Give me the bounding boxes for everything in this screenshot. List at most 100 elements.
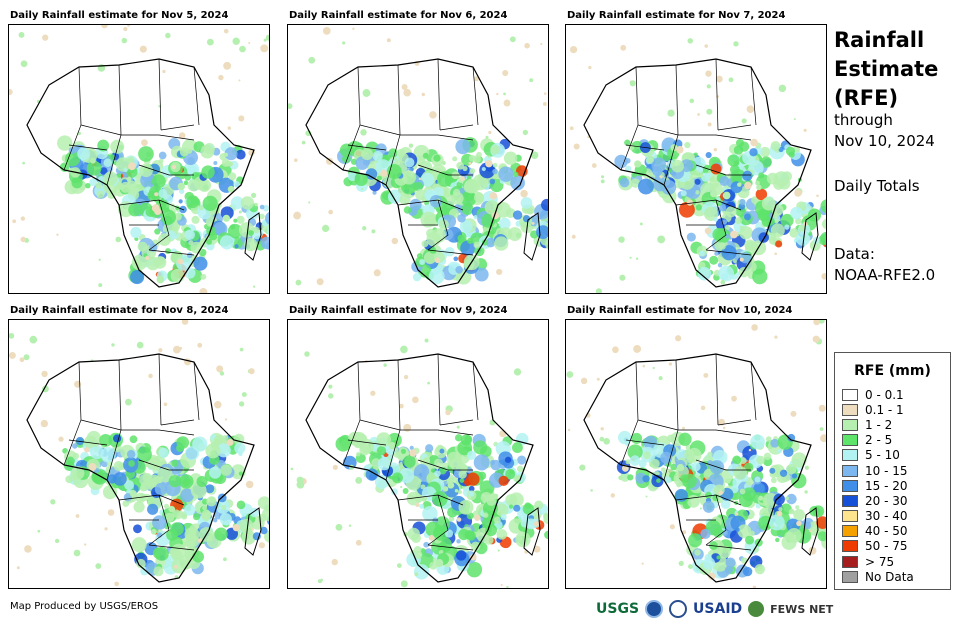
rainfall-map xyxy=(8,319,270,589)
fews-net-logo: FEWS NET xyxy=(770,602,834,616)
panel-title: Daily Rainfall estimate for Nov 10, 2024 xyxy=(567,305,793,316)
map-panel-nov-6: Daily Rainfall estimate for Nov 6, 2024 xyxy=(287,10,549,300)
legend-swatch xyxy=(842,510,858,523)
title-line: Estimate xyxy=(834,57,939,81)
legend-item: 0 - 0.1 xyxy=(842,387,950,402)
legend-swatch xyxy=(842,555,858,568)
panel-title: Daily Rainfall estimate for Nov 5, 2024 xyxy=(10,10,229,21)
legend-label: 30 - 40 xyxy=(865,509,908,524)
country-borders xyxy=(63,58,200,256)
data-label: Data: xyxy=(834,245,875,263)
country-borders xyxy=(620,58,757,256)
madagascar-outline xyxy=(244,507,262,556)
madagascar-outline xyxy=(801,507,819,556)
legend-label: 5 - 10 xyxy=(865,448,900,463)
madagascar-outline xyxy=(523,212,541,261)
africa-coastline xyxy=(305,58,534,288)
noaa-logo-icon xyxy=(645,600,664,618)
legend-swatch xyxy=(842,388,858,401)
through-date: Nov 10, 2024 xyxy=(834,132,935,150)
madagascar-outline xyxy=(244,212,262,261)
africa-coastline xyxy=(583,353,812,583)
legend-swatch xyxy=(842,540,858,553)
title-line: Rainfall xyxy=(834,28,925,52)
legend-label: 2 - 5 xyxy=(865,433,893,448)
africa-map-svg xyxy=(566,320,826,588)
main-title: Rainfall Estimate (RFE) xyxy=(834,26,964,113)
legend-item: 5 - 10 xyxy=(842,448,950,463)
rainfall-map xyxy=(287,24,549,294)
legend-swatch xyxy=(842,403,858,416)
data-source: NOAA-RFE2.0 xyxy=(834,266,936,284)
rainfall-patches xyxy=(9,320,269,587)
rainfall-patches xyxy=(288,27,548,286)
legend-label: > 75 xyxy=(865,554,895,569)
legend-label: No Data xyxy=(865,569,914,584)
legend-item: 2 - 5 xyxy=(842,433,950,448)
usgs-logo: USGS xyxy=(596,601,640,617)
legend-title: RFE (mm) xyxy=(854,363,931,379)
legend-label: 20 - 30 xyxy=(865,493,908,508)
panel-title: Daily Rainfall estimate for Nov 6, 2024 xyxy=(289,10,508,21)
africa-coastline xyxy=(583,58,812,288)
usaid-logo: USAID xyxy=(693,601,743,617)
africa-coastline xyxy=(305,353,534,583)
legend-swatch xyxy=(842,418,858,431)
legend-label: 50 - 75 xyxy=(865,539,908,554)
panel-title: Daily Rainfall estimate for Nov 9, 2024 xyxy=(289,305,508,316)
africa-coastline xyxy=(26,58,255,288)
dhs-seal-icon xyxy=(669,600,688,618)
legend-label: 1 - 2 xyxy=(865,417,893,432)
legend-item: 15 - 20 xyxy=(842,478,950,493)
map-panel-nov-10: Daily Rainfall estimate for Nov 10, 2024 xyxy=(565,305,827,595)
rainfall-patches xyxy=(9,25,269,293)
legend-swatch xyxy=(842,494,858,507)
rainfall-map xyxy=(565,319,827,589)
legend-swatch xyxy=(842,570,858,583)
rainfall-map xyxy=(565,24,827,294)
country-borders xyxy=(620,353,757,551)
legend-item: 1 - 2 xyxy=(842,417,950,432)
rainfall-patches xyxy=(566,320,826,588)
legend-label: 0.1 - 1 xyxy=(865,402,904,417)
rainfall-patches xyxy=(290,338,548,588)
fews-globe-icon xyxy=(748,601,765,617)
legend-item: 30 - 40 xyxy=(842,509,950,524)
map-credit: Map Produced by USGS/EROS xyxy=(10,601,159,612)
legend-swatch xyxy=(842,434,858,447)
title-line: (RFE) xyxy=(834,86,899,110)
country-borders xyxy=(342,353,479,551)
legend-swatch xyxy=(842,449,858,462)
through-label: through xyxy=(834,111,893,129)
africa-map-svg xyxy=(290,338,548,588)
country-borders xyxy=(342,58,479,256)
daily-totals-label: Daily Totals xyxy=(834,177,920,195)
legend-swatch xyxy=(842,525,858,538)
legend-item: > 75 xyxy=(842,554,950,569)
map-panel-nov-8: Daily Rainfall estimate for Nov 8, 2024 xyxy=(8,305,270,595)
legend-label: 15 - 20 xyxy=(865,478,908,493)
madagascar-outline xyxy=(801,212,819,261)
map-panel-nov-9: Daily Rainfall estimate for Nov 9, 2024 xyxy=(287,305,549,595)
legend-swatch xyxy=(842,479,858,492)
map-panel-nov-7: Daily Rainfall estimate for Nov 7, 2024 xyxy=(565,10,827,300)
africa-map-svg xyxy=(288,27,548,288)
africa-coastline xyxy=(26,353,255,583)
agency-logos: USGS USAID FEWS NET xyxy=(596,597,833,621)
map-panel-nov-5: Daily Rainfall estimate for Nov 5, 2024 xyxy=(8,10,270,300)
legend-label: 10 - 15 xyxy=(865,463,908,478)
legend-label: 0 - 0.1 xyxy=(865,387,904,402)
legend-item: 40 - 50 xyxy=(842,524,950,539)
rainfall-map xyxy=(8,24,270,294)
panel-title: Daily Rainfall estimate for Nov 8, 2024 xyxy=(10,305,229,316)
africa-map-svg xyxy=(569,38,826,293)
rainfall-map xyxy=(287,319,549,589)
africa-map-svg xyxy=(9,320,269,587)
legend-label: 40 - 50 xyxy=(865,524,908,539)
legend-item: 50 - 75 xyxy=(842,539,950,554)
legend-swatch xyxy=(842,464,858,477)
legend-item: 0.1 - 1 xyxy=(842,402,950,417)
africa-map-svg xyxy=(9,25,269,293)
madagascar-outline xyxy=(523,507,541,556)
